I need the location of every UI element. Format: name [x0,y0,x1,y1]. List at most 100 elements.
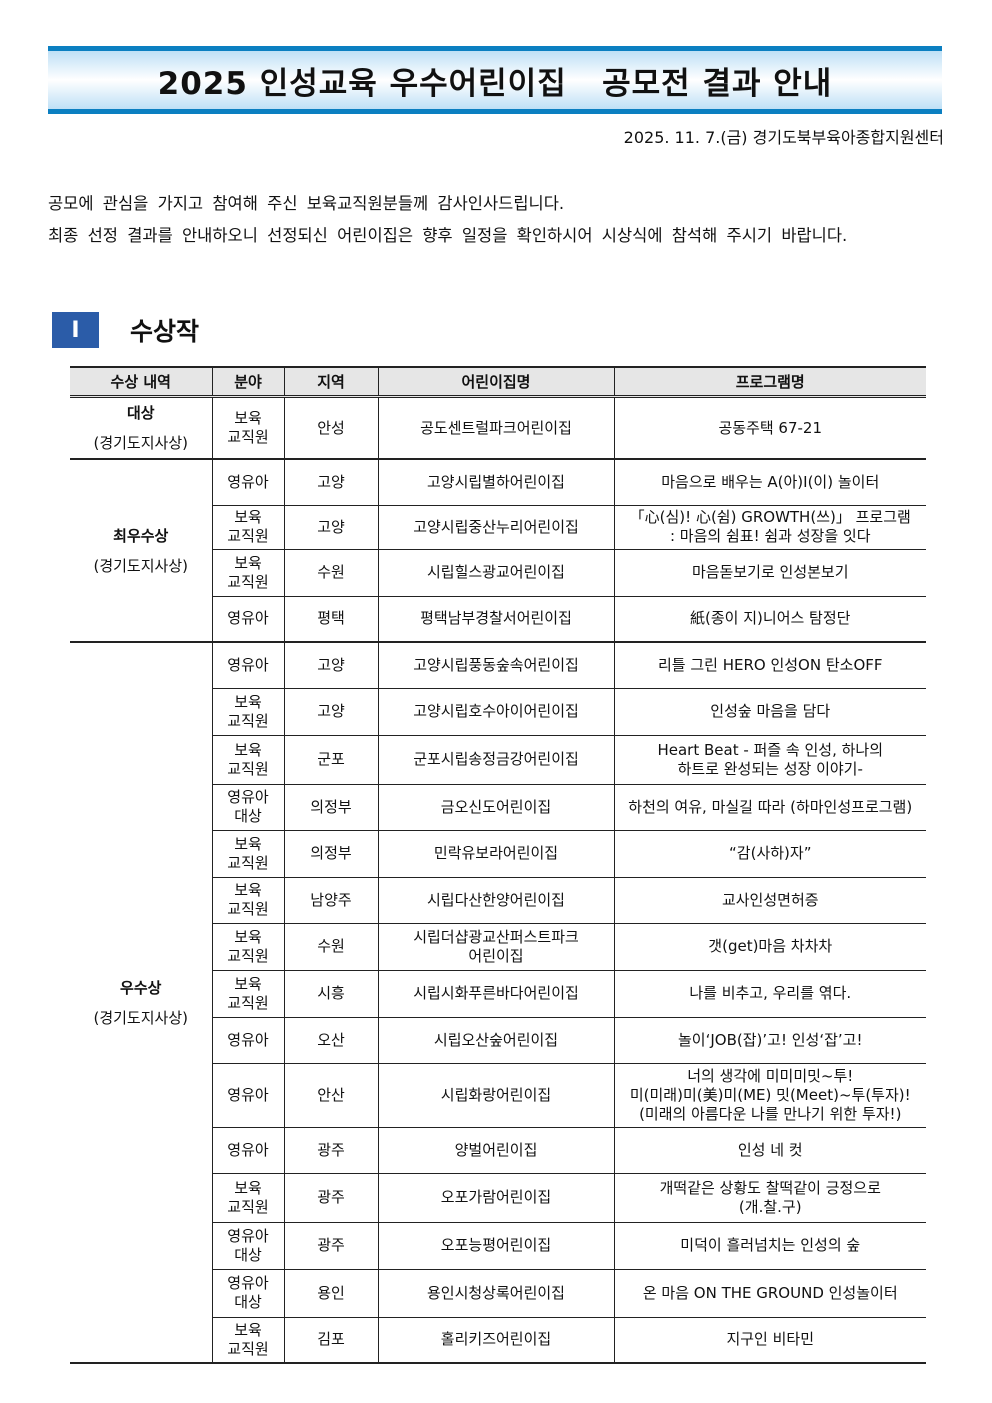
award-cell: 대상 (경기도지사상) [70,396,212,460]
table-row: 보육 교직원 김포 홀리키즈어린이집 지구인 비타민 [70,1316,926,1364]
table-row: 보육 교직원 시흥 시립시화푸른바다어린이집 나를 비추고, 우리를 엮다. [70,969,926,1018]
table-row: 영유아 안산 시립화랑어린이집 너의 생각에 미미미밋~투! 미(미래)미(美)미(M… [70,1062,926,1128]
field-cell: 영유아 [211,1016,284,1064]
header-daycare: 어린이집명 [377,366,614,398]
daycare-name-cell: 공도센트럴파크어린이집 [377,396,614,460]
program-name-cell: 인성숲 마음을 담다 [613,687,926,736]
region-cell: 의정부 [283,829,378,878]
program-name-cell: 지구인 비타민 [613,1316,926,1364]
header-program: 프로그램명 [613,366,926,398]
program-name-cell: 갯(get)마음 차차차 [613,922,926,971]
award-name: 최우수상 [113,526,169,545]
table-row: 보육 교직원 수원 시립더샵광교산퍼스트파크 어린이집 갯(get)마음 차차차 [70,922,926,971]
region-cell: 시흥 [283,969,378,1018]
daycare-name-cell: 홀리키즈어린이집 [377,1316,614,1364]
field-cell: 보육 교직원 [211,396,284,460]
daycare-name-cell: 군포시립송정금강어린이집 [377,734,614,785]
header-field: 분야 [211,366,284,398]
field-cell: 보육 교직원 [211,876,284,924]
program-name-cell: 「心(심)! 心(쉼) GROWTH(쓰)」 프로그램 : 마음의 쉼표! 쉼과… [613,504,926,550]
award-sub: (경기도지사상) [93,1008,188,1027]
table-row: 보육 교직원 군포 군포시립송정금강어린이집 Heart Beat - 퍼즐 속 인성… [70,734,926,785]
page-title: 2025 인성교육 우수어린이집 공모전 결과 안내 [157,65,833,102]
daycare-name-cell: 시립다산한양어린이집 [377,876,614,924]
region-cell: 김포 [283,1316,378,1364]
intro-text: 공모에 관심을 가지고 참여해 주신 보육교직원분들께 감사인사드립니다. 최종… [48,188,847,252]
program-name-cell: Heart Beat - 퍼즐 속 인성, 하나의 하트로 완성되는 성장 이야… [613,734,926,785]
table-row: 대상 (경기도지사상) 보육 교직원 안성 공도센트럴파크어린이집 공동주택 67-21 [70,396,926,460]
region-cell: 광주 [283,1172,378,1223]
awards-table: 수상 내역 분야 지역 어린이집명 프로그램명 대상 (경기도지사상) 보육 교직원… [70,366,926,1364]
field-cell: 영유아 [211,1062,284,1128]
date-organization: 2025. 11. 7.(금) 경기도북부육아종합지원센터 [623,128,944,147]
region-cell: 의정부 [283,783,378,831]
section-number: Ⅰ [52,312,99,348]
field-cell: 영유아 [211,641,284,689]
header-award: 수상 내역 [70,366,212,398]
award-sub: (경기도지사상) [93,434,188,452]
intro-line: 최종 선정 결과를 안내하오니 선정되신 어린이집은 향후 일정을 확인하시어 … [48,226,848,245]
program-name-cell: 교사인성면허증 [613,876,926,924]
field-cell: 보육 교직원 [211,922,284,971]
program-name-cell: 놀이‘JOB(잡)’고! 인성‘잡’고! [613,1016,926,1064]
daycare-name-cell: 시립더샵광교산퍼스트파크 어린이집 [377,922,614,971]
table-row: 영유아 오산 시립오산숲어린이집 놀이‘JOB(잡)’고! 인성‘잡’고! [70,1016,926,1064]
region-cell: 수원 [283,548,378,597]
region-cell: 군포 [283,734,378,785]
daycare-name-cell: 용인시청상록어린이집 [377,1268,614,1318]
region-cell: 용인 [283,1268,378,1318]
award-cell: 최우수상 (경기도지사상) [70,458,212,643]
region-cell: 오산 [283,1016,378,1064]
program-name-cell: 리틀 그린 HERO 인성ON 탄소OFF [613,641,926,689]
field-cell: 보육 교직원 [211,548,284,597]
daycare-name-cell: 오포능평어린이집 [377,1221,614,1270]
intro-line: 공모에 관심을 가지고 참여해 주신 보육교직원분들께 감사인사드립니다. [48,194,565,213]
daycare-name-cell: 고양시립풍동숲속어린이집 [377,641,614,689]
award-name: 우수상 [120,978,162,997]
field-cell: 영유아 대상 [211,1221,284,1270]
table-row: 영유아 대상 광주 오포능평어린이집 미덕이 흘러넘치는 인성의 숲 [70,1221,926,1270]
program-name-cell: 공동주택 67-21 [613,396,926,460]
program-name-cell: “감(사하)자” [613,829,926,878]
table-row: 보육 교직원 의정부 민락유보라어린이집 “감(사하)자” [70,829,926,878]
daycare-name-cell: 양벌어린이집 [377,1126,614,1174]
daycare-name-cell: 오포가람어린이집 [377,1172,614,1223]
program-name-cell: 온 마음 ON THE GROUND 인성놀이터 [613,1268,926,1318]
field-cell: 보육 교직원 [211,734,284,785]
program-name-cell: 紙(종이 지)니어스 탐정단 [613,595,926,643]
section-title: 수상작 [130,317,200,346]
program-name-cell: 하천의 여유, 마실길 따라 (하마인성프로그램) [613,783,926,831]
award-cell: 우수상 (경기도지사상) [70,641,212,1364]
header-region: 지역 [283,366,378,398]
daycare-name-cell: 시립힐스광교어린이집 [377,548,614,597]
daycare-name-cell: 평택남부경찰서어린이집 [377,595,614,643]
table-row: 최우수상 (경기도지사상) 영유아 고양 고양시립별하어린이집 마음으로 배우는 A(아)… [70,458,926,643]
section-heading: Ⅰ 수상작 [52,312,199,348]
daycare-name-cell: 고양시립별하어린이집 [377,458,614,506]
program-name-cell: 나를 비추고, 우리를 엮다. [613,969,926,1018]
region-cell: 안성 [283,396,378,460]
region-cell: 남양주 [283,876,378,924]
field-cell: 영유아 [211,1126,284,1174]
program-name-cell: 미덕이 흘러넘치는 인성의 숲 [613,1221,926,1270]
table-header-row: 수상 내역 분야 지역 어린이집명 프로그램명 [70,366,926,398]
daycare-name-cell: 시립화랑어린이집 [377,1062,614,1128]
table-row: 보육 교직원 고양 고양시립호수아이어린이집 인성숲 마음을 담다 [70,687,926,736]
field-cell: 보육 교직원 [211,687,284,736]
program-name-cell: 개떡같은 상황도 찰떡같이 긍정으로 (개.찰.구) [613,1172,926,1223]
region-cell: 수원 [283,922,378,971]
daycare-name-cell: 시립시화푸른바다어린이집 [377,969,614,1018]
daycare-name-cell: 금오신도어린이집 [377,783,614,831]
region-cell: 고양 [283,458,378,506]
field-cell: 보육 교직원 [211,1172,284,1223]
table-row: 영유아 평택 평택남부경찰서어린이집 紙(종이 지)니어스 탐정단 [70,595,926,643]
program-name-cell: 인성 네 컷 [613,1126,926,1174]
award-sub: (경기도지사상) [93,556,188,575]
region-cell: 광주 [283,1126,378,1174]
field-cell: 보육 교직원 [211,969,284,1018]
region-cell: 안산 [283,1062,378,1128]
table-row: 영유아 대상 용인 용인시청상록어린이집 온 마음 ON THE GROUND 인성놀… [70,1268,926,1318]
region-cell: 고양 [283,504,378,550]
field-cell: 보육 교직원 [211,1316,284,1364]
daycare-name-cell: 고양시립호수아이어린이집 [377,687,614,736]
